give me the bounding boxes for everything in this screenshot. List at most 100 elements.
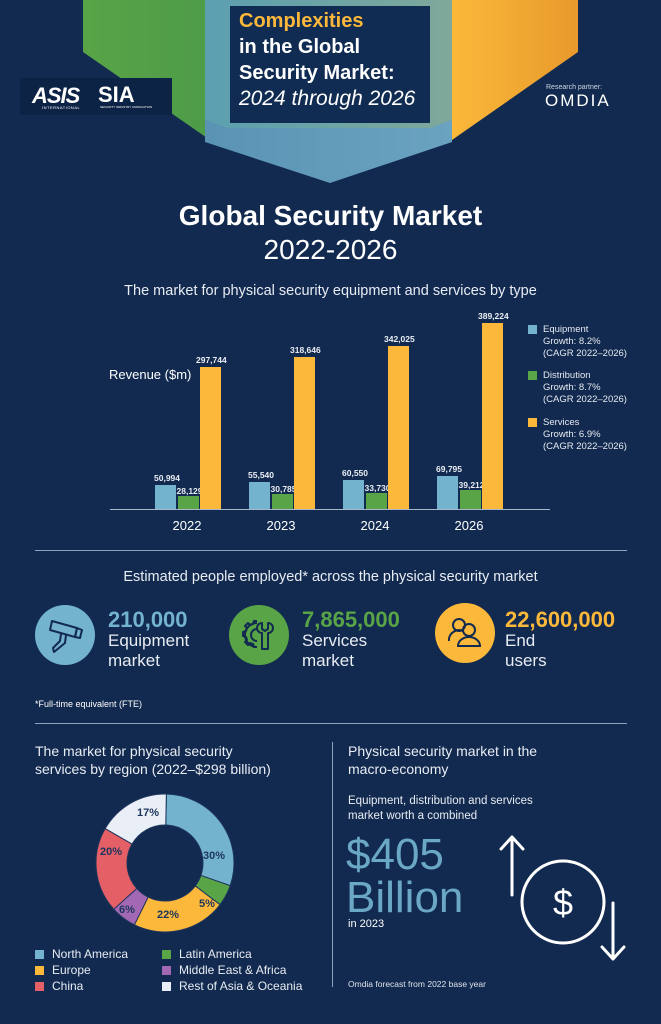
bar-equipment-2023 <box>249 482 270 509</box>
bar-value-label: 55,540 <box>248 470 274 480</box>
legend-text: Services Growth: 6.9% (CAGR 2022–2026) <box>543 417 627 453</box>
legend-label: China <box>52 979 84 993</box>
title-line-2: services by region (2022–$298 billion) <box>35 761 271 777</box>
bar-services-2026 <box>482 323 503 509</box>
bar-distribution-2026 <box>459 490 481 509</box>
label-line-2: users <box>505 651 547 670</box>
equipment-employment-number: 210,000 <box>108 607 188 632</box>
asis-logo-subtext: INTERNATIONAL <box>42 105 81 110</box>
sia-logo-subtext: SECURITY INDUSTRY ASSOCIATION <box>100 105 153 109</box>
swatch-icon <box>162 982 171 991</box>
main-title-box: Complexities in the Global Security Mark… <box>230 6 430 123</box>
label-line-2: market <box>108 651 160 670</box>
legend-label: Europe <box>52 963 91 977</box>
x-axis-line <box>110 509 550 510</box>
bar-distribution-2024 <box>365 493 387 509</box>
legend-note: (CAGR 2022–2026) <box>543 348 627 359</box>
label-line-2: market <box>302 651 354 670</box>
donut-slice-0 <box>165 793 235 887</box>
swatch-icon <box>35 966 44 975</box>
title-line-1: The market for physical security <box>35 743 233 759</box>
sub-line-2: market worth a combined <box>348 810 478 822</box>
bar-value-label: 39,212 <box>458 480 485 490</box>
legend-label: Middle East & Africa <box>179 963 287 977</box>
partner-logos: ASIS INTERNATIONAL SIA SECURITY INDUSTRY… <box>20 78 172 115</box>
market-value-year: in 2023 <box>348 918 385 930</box>
equipment-employment-label: Equipment market <box>108 631 189 671</box>
title-line-4: 2024 through 2026 <box>239 87 416 110</box>
equipment-icon-circle <box>35 605 95 665</box>
x-tick-2023: 2023 <box>266 518 296 533</box>
swatch-icon <box>35 982 44 991</box>
services-employment-label: Services market <box>302 631 367 671</box>
section-title: Global Security Market <box>178 200 483 231</box>
end-users-icon-circle <box>435 603 495 663</box>
label-line-1: Equipment <box>108 631 190 650</box>
legend-text: Equipment Growth: 8.2% (CAGR 2022–2026) <box>543 324 627 360</box>
legend-growth: Growth: 8.7% <box>543 382 601 393</box>
gear-wrench-icon <box>242 620 274 650</box>
section-divider <box>35 723 627 724</box>
sub-line-1: Equipment, distribution and services <box>348 795 533 807</box>
bar-equipment-2024 <box>343 480 364 509</box>
title-line-3: Security Market: <box>239 62 395 84</box>
label-line-1: End <box>505 631 536 650</box>
section-years: 2022-2026 <box>263 234 398 265</box>
legend-growth: Growth: 8.2% <box>543 336 601 347</box>
services-employment-number: 7,865,000 <box>302 607 400 632</box>
dollar-icon: $ <box>553 882 573 923</box>
legend-label: North America <box>52 947 129 961</box>
x-tick-2026: 2026 <box>454 518 484 533</box>
market-value-amount: $405 <box>346 830 444 879</box>
currency-cycle-icon: $ <box>499 835 626 961</box>
x-tick-2024: 2024 <box>360 518 390 533</box>
macro-footnote: Omdia forecast from 2022 base year <box>348 979 486 989</box>
bar-value-label: 50,994 <box>154 473 180 483</box>
omdia-logo: OMDIA <box>545 91 611 110</box>
swatch-icon <box>162 966 171 975</box>
legend-growth: Growth: 6.9% <box>543 429 601 440</box>
swatch-icon <box>528 418 537 427</box>
donut-slice-label: 5% <box>199 898 215 910</box>
x-tick-2022: 2022 <box>172 518 202 533</box>
swatch-icon <box>528 325 537 334</box>
title-line-2: in the Global <box>239 36 361 58</box>
services-icon-circle <box>229 605 289 665</box>
y-axis-label: Revenue ($m) <box>109 367 192 382</box>
asis-logo: ASIS <box>32 83 80 108</box>
bar-value-label: 318,646 <box>290 345 321 355</box>
donut-slice-label: 22% <box>157 909 180 921</box>
bar-value-label: 342,025 <box>384 334 415 344</box>
security-camera-icon <box>49 620 83 653</box>
title-line-1: Complexities <box>239 10 364 32</box>
bar-value-label: 389,224 <box>478 311 509 321</box>
label-line-1: Services <box>302 631 368 650</box>
legend-text: Distribution Growth: 8.7% (CAGR 2022–202… <box>543 370 627 406</box>
swatch-icon <box>35 950 44 959</box>
end-users-label: End users <box>505 631 547 671</box>
legend-note: (CAGR 2022–2026) <box>543 441 627 452</box>
donut-slice-5 <box>104 793 167 845</box>
legend-note: (CAGR 2022–2026) <box>543 394 627 405</box>
legend-series-name: Distribution <box>543 370 591 381</box>
legend-series-name: Services <box>543 417 580 428</box>
macro-subtitle: Equipment, distribution and services mar… <box>348 794 648 824</box>
bar-value-label: 30,785 <box>270 484 297 494</box>
bar-value-label: 33,730 <box>364 483 391 493</box>
end-users-number: 22,600,000 <box>505 607 616 632</box>
section-divider <box>35 550 627 551</box>
bar-services-2024 <box>388 346 409 509</box>
bar-equipment-2022 <box>155 485 176 509</box>
market-value-unit: Billion <box>346 873 464 922</box>
donut-slice-label: 30% <box>203 850 226 862</box>
fte-footnote: *Full-time equivalent (FTE) <box>35 699 143 709</box>
column-divider <box>332 742 333 987</box>
swatch-icon <box>162 950 171 959</box>
swatch-icon <box>528 371 537 380</box>
bar-value-label: 297,744 <box>196 355 227 365</box>
macro-title: Physical security market in the macro-ec… <box>348 742 648 778</box>
legend-label: Latin America <box>179 947 252 961</box>
donut-slice-label: 6% <box>119 904 135 916</box>
sia-logo: SIA <box>98 82 135 107</box>
employment-title: Estimated people employed* across the ph… <box>123 569 538 585</box>
